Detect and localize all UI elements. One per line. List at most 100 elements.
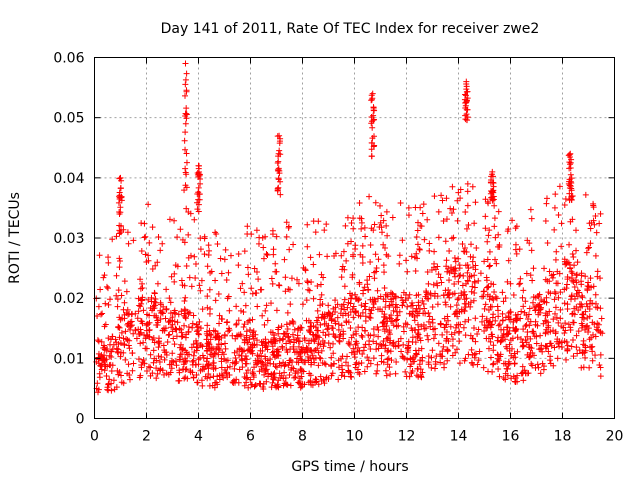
data-point	[258, 366, 265, 373]
data-point	[248, 231, 255, 238]
data-point	[487, 338, 494, 345]
data-point	[317, 341, 324, 348]
data-point	[566, 176, 573, 183]
data-point	[377, 293, 384, 300]
data-point	[114, 348, 121, 355]
data-point	[232, 360, 239, 367]
data-point	[373, 370, 380, 377]
data-point	[597, 364, 604, 371]
data-point	[199, 382, 206, 389]
data-point	[350, 215, 357, 222]
data-point	[542, 329, 549, 336]
data-point	[338, 302, 345, 309]
data-point	[253, 227, 260, 234]
data-point	[531, 304, 538, 311]
data-point	[172, 310, 179, 317]
data-point	[341, 306, 348, 313]
data-point	[212, 334, 219, 341]
data-point	[564, 281, 571, 288]
data-point	[380, 338, 387, 345]
data-point	[431, 293, 438, 300]
data-point	[190, 374, 197, 381]
data-point	[334, 314, 341, 321]
data-point	[425, 280, 432, 287]
data-point	[505, 226, 512, 233]
data-point	[328, 354, 335, 361]
data-point	[361, 303, 368, 310]
data-point	[482, 301, 489, 308]
data-point	[404, 303, 411, 310]
data-point	[454, 217, 461, 224]
data-point	[97, 286, 104, 293]
data-point	[154, 370, 161, 377]
data-point	[355, 312, 362, 319]
data-point	[341, 266, 348, 273]
data-point	[216, 376, 223, 383]
data-point	[302, 266, 309, 273]
data-point	[558, 339, 565, 346]
data-point	[205, 242, 212, 249]
data-point	[163, 370, 170, 377]
data-point	[404, 345, 411, 352]
data-point	[159, 309, 166, 316]
data-point	[472, 199, 479, 206]
data-point	[195, 208, 202, 215]
data-point	[348, 238, 355, 245]
data-point	[224, 318, 231, 325]
data-point	[297, 349, 304, 356]
data-point	[124, 229, 131, 236]
data-point	[108, 348, 115, 355]
data-point	[486, 248, 493, 255]
data-point	[110, 377, 117, 384]
data-point	[597, 305, 604, 312]
data-point	[182, 169, 189, 176]
data-point	[435, 271, 442, 278]
data-point	[276, 360, 283, 367]
data-point	[98, 366, 105, 373]
data-point	[573, 247, 580, 254]
data-point	[526, 240, 533, 247]
data-point	[370, 332, 377, 339]
data-point	[261, 371, 268, 378]
data-point	[437, 351, 444, 358]
data-point	[468, 288, 475, 295]
data-point	[378, 358, 385, 365]
data-point	[582, 273, 589, 280]
data-point	[332, 297, 339, 304]
data-point	[135, 308, 142, 315]
data-point	[124, 306, 131, 313]
data-point	[384, 232, 391, 239]
data-point	[353, 338, 360, 345]
data-point	[575, 307, 582, 314]
data-point	[207, 306, 214, 313]
data-point	[195, 184, 202, 191]
data-point	[488, 354, 495, 361]
data-point	[320, 274, 327, 281]
data-point	[240, 323, 247, 330]
data-point	[221, 356, 228, 363]
data-point	[273, 307, 280, 314]
data-point	[94, 337, 101, 344]
data-point	[338, 322, 345, 329]
data-point	[275, 377, 282, 384]
data-point	[304, 349, 311, 356]
data-point	[492, 293, 499, 300]
data-point	[183, 205, 190, 212]
data-point	[284, 326, 291, 333]
data-point	[430, 326, 437, 333]
data-point	[460, 324, 467, 331]
data-point	[137, 276, 144, 283]
data-point	[176, 377, 183, 384]
data-point	[524, 333, 531, 340]
data-point	[249, 331, 256, 338]
data-point	[101, 367, 108, 374]
data-point	[495, 322, 502, 329]
data-point	[555, 340, 562, 347]
data-point	[141, 234, 148, 241]
data-point	[449, 336, 456, 343]
x-tick-label: 14	[450, 429, 468, 445]
data-point	[418, 323, 425, 330]
data-point	[319, 337, 326, 344]
data-point	[118, 292, 125, 299]
data-point	[572, 227, 579, 234]
